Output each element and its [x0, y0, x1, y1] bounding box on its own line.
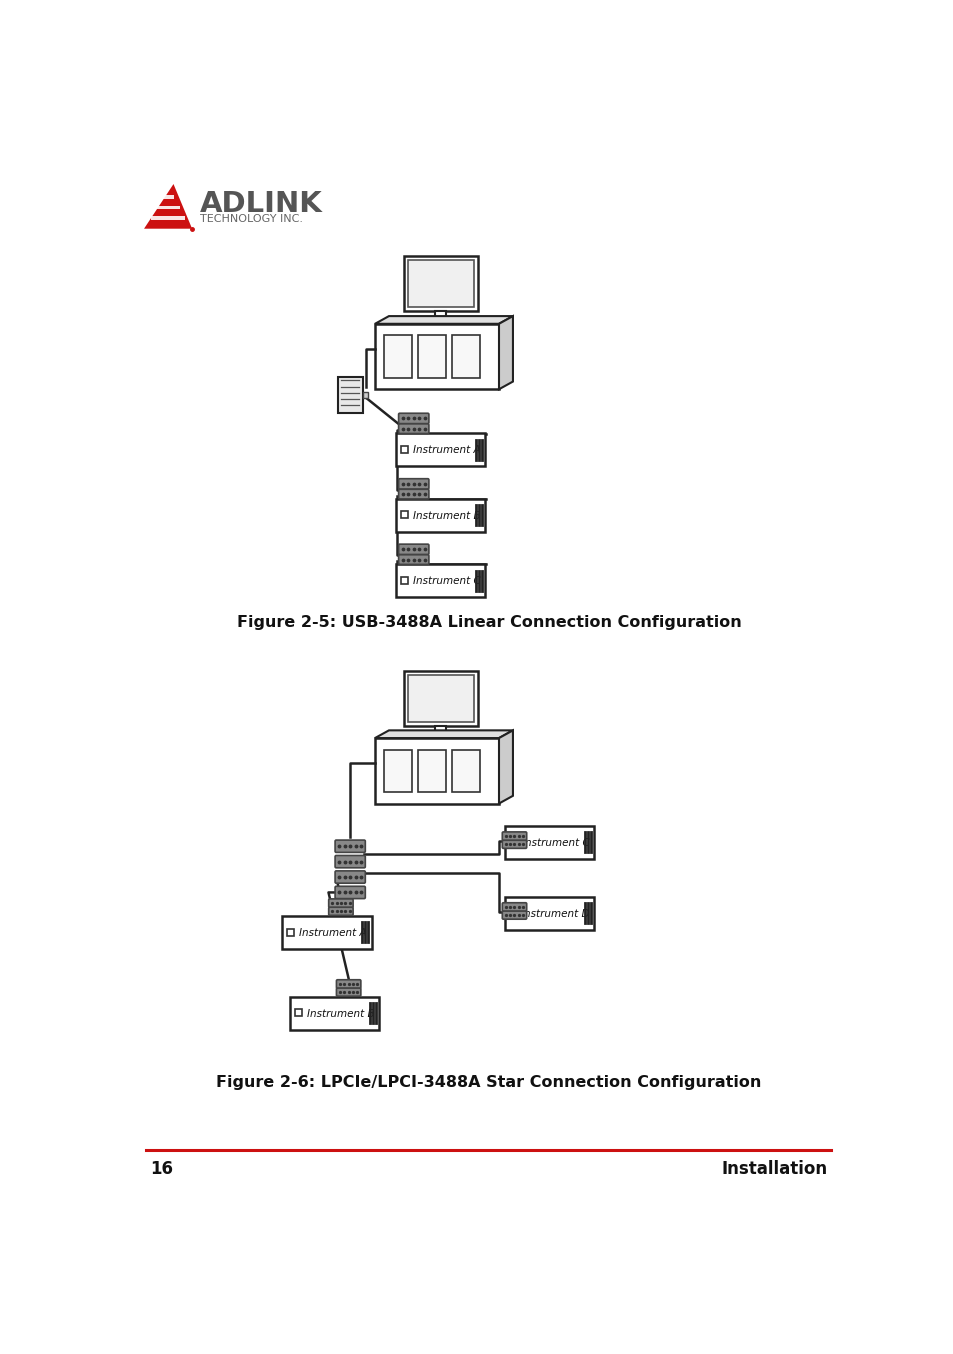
Text: Instrument A: Instrument A	[299, 929, 367, 938]
Bar	[418, 336, 446, 378]
FancyBboxPatch shape	[398, 544, 429, 555]
Text: 16: 16	[150, 1160, 173, 1178]
Bar	[384, 750, 412, 792]
Text: TECHNOLOGY INC.: TECHNOLOGY INC.	[199, 214, 302, 223]
Text: Instrument B: Instrument B	[307, 1009, 375, 1020]
Polygon shape	[498, 730, 513, 803]
FancyBboxPatch shape	[329, 907, 353, 915]
Bar	[400, 577, 408, 584]
Bar	[504, 826, 594, 858]
FancyBboxPatch shape	[398, 413, 429, 424]
Bar	[290, 997, 379, 1030]
Bar	[395, 565, 485, 597]
FancyBboxPatch shape	[335, 887, 365, 899]
FancyBboxPatch shape	[502, 911, 526, 919]
Bar	[337, 376, 362, 413]
Bar	[375, 324, 498, 389]
FancyBboxPatch shape	[329, 899, 353, 907]
FancyBboxPatch shape	[336, 980, 360, 988]
FancyBboxPatch shape	[502, 841, 526, 849]
FancyBboxPatch shape	[336, 988, 360, 997]
Bar	[435, 311, 446, 321]
FancyBboxPatch shape	[335, 856, 365, 868]
Text: Figure 2-5: USB-3488A Linear Connection Configuration: Figure 2-5: USB-3488A Linear Connection …	[236, 616, 740, 631]
Bar	[400, 512, 408, 519]
FancyBboxPatch shape	[335, 871, 365, 883]
Bar	[509, 910, 516, 917]
Polygon shape	[375, 730, 513, 738]
Bar	[375, 738, 498, 803]
Bar	[452, 750, 480, 792]
FancyBboxPatch shape	[398, 555, 429, 565]
Bar	[418, 750, 446, 792]
FancyBboxPatch shape	[335, 839, 365, 853]
Polygon shape	[156, 206, 179, 210]
Bar	[294, 1010, 301, 1017]
Polygon shape	[162, 195, 173, 199]
Bar	[423, 737, 457, 742]
Text: Installation: Installation	[720, 1160, 827, 1178]
Text: Instrument C: Instrument C	[413, 577, 480, 586]
Bar	[400, 445, 408, 452]
Polygon shape	[375, 315, 513, 324]
Bar	[404, 256, 477, 311]
Polygon shape	[144, 184, 192, 229]
Bar	[509, 838, 516, 845]
FancyBboxPatch shape	[398, 479, 429, 489]
Bar	[408, 674, 474, 722]
Bar	[404, 670, 477, 726]
Bar	[287, 929, 294, 936]
FancyBboxPatch shape	[398, 424, 429, 433]
Bar	[384, 336, 412, 378]
Bar	[395, 433, 485, 466]
Text: Instrument B: Instrument B	[413, 510, 480, 521]
Bar	[423, 321, 457, 328]
Text: Figure 2-6: LPCIe/LPCI-3488A Star Connection Configuration: Figure 2-6: LPCIe/LPCI-3488A Star Connec…	[216, 1075, 760, 1090]
Bar	[504, 896, 594, 930]
Bar	[452, 336, 480, 378]
Bar	[435, 726, 446, 737]
Text: ADLINK: ADLINK	[199, 190, 322, 218]
Polygon shape	[151, 217, 185, 221]
Bar	[408, 260, 474, 307]
Polygon shape	[498, 315, 513, 389]
Bar	[282, 915, 371, 949]
Bar	[362, 391, 368, 398]
Text: Instrument A: Instrument A	[413, 445, 480, 455]
FancyBboxPatch shape	[398, 489, 429, 498]
FancyBboxPatch shape	[502, 903, 526, 911]
FancyBboxPatch shape	[502, 831, 526, 841]
Text: Instrument D: Instrument D	[520, 909, 589, 919]
Text: Instrument C: Instrument C	[521, 838, 589, 848]
Bar	[395, 498, 485, 532]
